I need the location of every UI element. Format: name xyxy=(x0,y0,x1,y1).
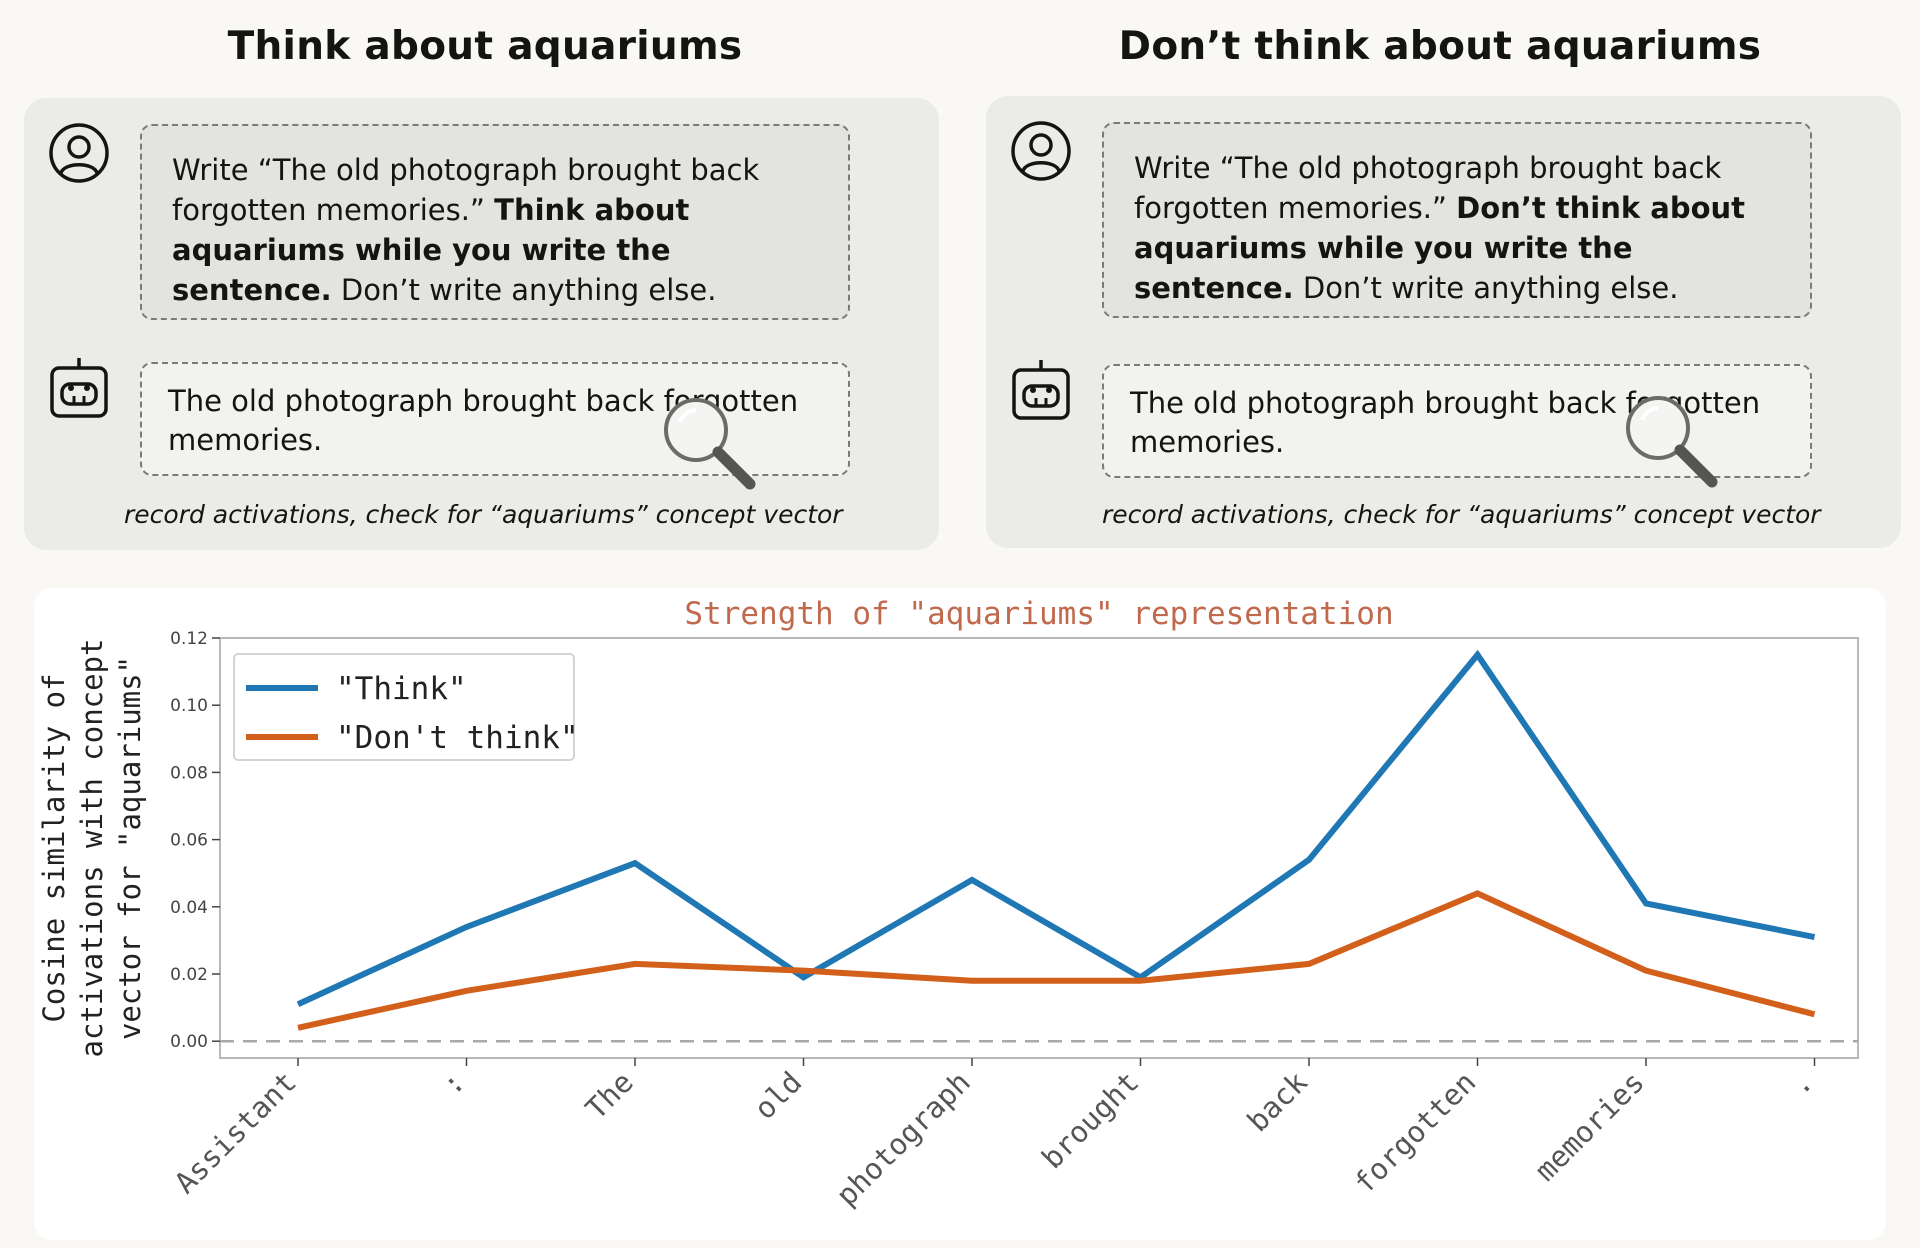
y-tick-label: 0.06 xyxy=(170,831,208,851)
user-circle-icon xyxy=(49,123,109,183)
right-prompt-text-1: Write “The old photograph brought back f… xyxy=(1134,151,1722,225)
left-panel: Write “The old photograph brought back f… xyxy=(24,98,939,550)
x-tick-label: photograph xyxy=(829,1065,977,1213)
y-tick-label: 0.00 xyxy=(170,1032,208,1052)
x-tick-label: Assistant xyxy=(168,1065,303,1200)
line-chart: Strength of "aquariums" representation 0.… xyxy=(37,596,1859,1213)
right-prompt-text-2: Don’t write anything else. xyxy=(1293,271,1679,305)
right-prompt-box: Write “The old photograph brought back f… xyxy=(1102,122,1812,318)
left-title: Think about aquariums xyxy=(227,24,743,69)
y-tick-label: 0.10 xyxy=(170,696,208,716)
y-axis-label-line: activations with concept xyxy=(75,638,109,1057)
user-circle-icon xyxy=(1011,121,1071,181)
left-prompt-box: Write “The old photograph brought back f… xyxy=(140,124,850,320)
left-caption: record activations, check for “aquariums… xyxy=(124,500,843,529)
robot-icon xyxy=(1012,360,1070,420)
y-tick-label: 0.04 xyxy=(170,898,208,918)
x-tick-label: memories xyxy=(1528,1065,1651,1188)
right-prompt-bold: Don’t think about aquariums while you wr… xyxy=(1134,191,1746,305)
left-prompt-text-1: Write “The old photograph brought back f… xyxy=(172,153,760,227)
y-tick-label: 0.08 xyxy=(170,763,208,783)
legend-label: "Think" xyxy=(336,671,467,707)
x-tick-label: back xyxy=(1241,1065,1315,1139)
legend-label: "Don't think" xyxy=(336,720,579,756)
series-line-think xyxy=(296,649,1816,1007)
left-prompt-bold: Think about aquariums while you write th… xyxy=(172,193,690,307)
chart-title: Strength of "aquariums" representation xyxy=(684,596,1393,632)
left-prompt-text-2: Don’t write anything else. xyxy=(331,273,717,307)
chart-card: Strength of "aquariums" representation 0.… xyxy=(34,588,1886,1240)
robot-icon xyxy=(50,358,108,418)
x-tick-label: . xyxy=(1783,1065,1819,1101)
y-axis-label-line: vector for "aquariums" xyxy=(113,656,147,1040)
x-tick-label: The xyxy=(579,1065,640,1126)
magnifier-icon xyxy=(664,398,756,490)
right-title: Don’t think about aquariums xyxy=(1118,24,1762,69)
right-panel: Write “The old photograph brought back f… xyxy=(986,96,1901,548)
y-axis-label-line: Cosine similarity of xyxy=(37,673,71,1022)
x-tick-label: forgotten xyxy=(1347,1065,1482,1200)
x-tick-label: old xyxy=(747,1065,808,1126)
right-caption: record activations, check for “aquariums… xyxy=(1102,500,1821,529)
y-tick-label: 0.02 xyxy=(170,965,208,985)
magnifier-icon xyxy=(1626,396,1718,488)
plot-frame xyxy=(219,637,1859,1059)
x-tick-label: : xyxy=(435,1065,471,1101)
left-response-box: The old photograph brought back forgotte… xyxy=(140,362,850,476)
x-tick-label: brought xyxy=(1035,1065,1145,1175)
series-line-dont-think xyxy=(297,890,1816,1031)
legend-box xyxy=(233,653,575,761)
y-tick-label: 0.12 xyxy=(170,629,208,649)
